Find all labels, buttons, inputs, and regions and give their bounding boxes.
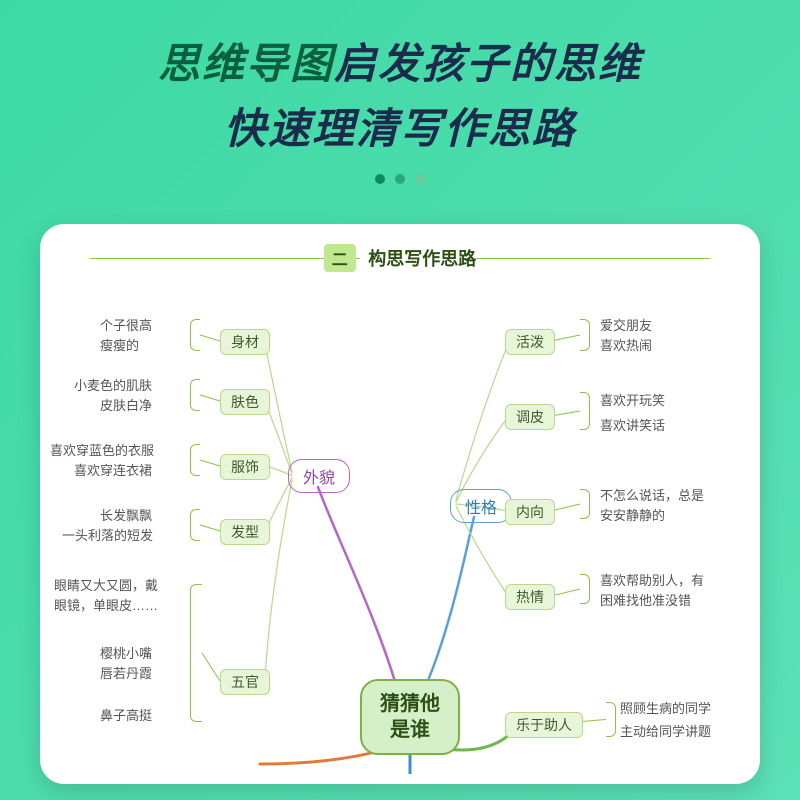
major-node: 性格 (450, 489, 512, 523)
bracket (190, 584, 202, 722)
leaf-node: 长发飘飘 (100, 506, 152, 526)
section-title: 构思写作思路 (360, 245, 476, 271)
sub-node: 乐于助人 (505, 712, 583, 738)
leaf-node: 不怎么说话，总是安安静静的 (600, 486, 740, 525)
leaf-node: 瘦瘦的 (100, 336, 139, 356)
title-emphasis: 思维导图 (158, 40, 334, 87)
leaf-node: 喜欢热闹 (600, 336, 652, 356)
leaf-node: 个子很高 (100, 316, 152, 336)
sub-node: 肤色 (220, 389, 270, 415)
bracket (606, 702, 616, 737)
leaf-node: 鼻子高挺 (100, 706, 152, 726)
bracket (190, 444, 200, 476)
sub-node: 内向 (505, 499, 555, 525)
title-rest: 启发孩子的思维 (334, 40, 642, 87)
sub-node: 发型 (220, 519, 270, 545)
dot (415, 174, 425, 184)
leaf-node: 唇若丹霞 (100, 664, 152, 684)
sub-node: 热情 (505, 584, 555, 610)
sub-node: 身材 (220, 329, 270, 355)
title-line-2: 快速理清写作思路 (40, 95, 760, 156)
sub-node: 服饰 (220, 454, 270, 480)
leaf-node: 皮肤白净 (100, 396, 152, 416)
leaf-node: 喜欢帮助别人，有困难找他准没错 (600, 571, 740, 610)
bracket (580, 489, 590, 519)
section-badge: 二 (324, 244, 356, 272)
sub-node: 五官 (220, 669, 270, 695)
dot (395, 174, 405, 184)
leaf-node: 樱桃小嘴 (100, 644, 152, 664)
mindmap-card: 二 构思写作思路 猜猜他是谁 外貌性格 身材肤色服饰发型五官 活泼调皮内向热情乐于助人… (40, 224, 760, 784)
bracket (580, 319, 590, 351)
title-line-1: 思维导图启发孩子的思维 (40, 30, 760, 91)
bracket (580, 392, 590, 430)
leaf-node: 主动给同学讲题 (620, 722, 711, 742)
leaf-node: 照顾生病的同学 (620, 699, 711, 719)
sub-node: 调皮 (505, 404, 555, 430)
sub-node: 活泼 (505, 329, 555, 355)
bracket (190, 509, 200, 541)
major-node: 外貌 (288, 459, 350, 493)
bracket (190, 379, 200, 411)
leaf-node: 眼睛又大又圆，戴眼镜，单眼皮…… (54, 576, 194, 615)
dot (375, 174, 385, 184)
leaf-node: 喜欢开玩笑 (600, 391, 665, 411)
card-title: 二 构思写作思路 (60, 244, 740, 274)
leaf-node: 小麦色的肌肤 (74, 376, 152, 396)
leaf-node: 一头利落的短发 (62, 526, 153, 546)
bracket (580, 574, 590, 604)
indicator-dots (40, 174, 760, 184)
leaf-node: 喜欢穿蓝色的衣服 (50, 441, 154, 461)
header: 思维导图启发孩子的思维 快速理清写作思路 (0, 0, 800, 204)
mindmap: 猜猜他是谁 外貌性格 身材肤色服饰发型五官 活泼调皮内向热情乐于助人 个子很高瘦瘦的小麦… (60, 274, 740, 774)
leaf-node: 喜欢穿连衣裙 (74, 461, 152, 481)
bracket (190, 319, 200, 351)
root-node: 猜猜他是谁 (360, 679, 460, 755)
leaf-node: 爱交朋友 (600, 316, 652, 336)
leaf-node: 喜欢讲笑话 (600, 416, 665, 436)
